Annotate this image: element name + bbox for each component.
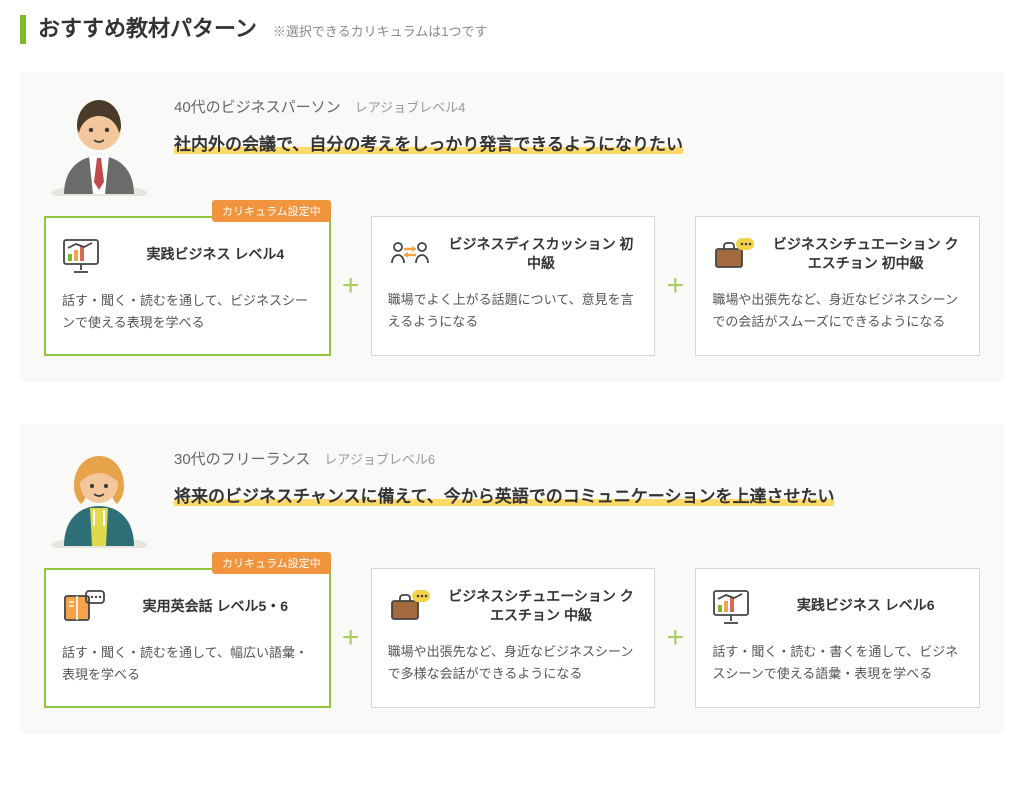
plus-separator: + xyxy=(655,216,695,356)
card-title: ビジネスシチュエーション クエスチョン 中級 xyxy=(444,587,639,625)
card-desc: 職場や出張先など、身近なビジネスシーンでの会話がスムーズにできるようになる xyxy=(712,289,963,333)
briefcase-bubble-icon xyxy=(712,235,756,273)
persona-label-row: 30代のフリーランス レアジョブレベル6 xyxy=(174,448,980,469)
persona-texts: 40代のビジネスパーソン レアジョブレベル4 社内外の会議で、自分の考えをしっか… xyxy=(174,92,980,160)
card-desc: 話す・聞く・読むを通して、幅広い語彙・表現を学べる xyxy=(62,642,313,686)
course-card[interactable]: ビジネスシチュエーション クエスチョン 初中級 職場や出張先など、身近なビジネス… xyxy=(695,216,980,356)
selected-badge: カリキュラム設定中 xyxy=(212,552,331,574)
course-card[interactable]: ビジネスシチュエーション クエスチョン 中級 職場や出張先など、身近なビジネスシ… xyxy=(371,568,656,708)
freelancer-icon xyxy=(44,438,154,548)
businessman-icon xyxy=(44,86,154,196)
course-card[interactable]: 実践ビジネス レベル6 話す・聞く・読む・書くを通して、ビジネスシーンで使える語… xyxy=(695,568,980,708)
card-title: 実用英会話 レベル5・6 xyxy=(118,597,313,616)
persona-goal: 社内外の会議で、自分の考えをしっかり発言できるようになりたい xyxy=(174,135,683,154)
selected-badge: カリキュラム設定中 xyxy=(212,200,331,222)
persona-label-row: 40代のビジネスパーソン レアジョブレベル4 xyxy=(174,96,980,117)
page-title-note: ※選択できるカリキュラムは1つです xyxy=(273,21,488,40)
card-head: ビジネスシチュエーション クエスチョン 中級 xyxy=(388,583,639,629)
card-title: ビジネスシチュエーション クエスチョン 初中級 xyxy=(768,235,963,273)
plus-separator: + xyxy=(331,216,371,356)
persona-level: レアジョブレベル4 xyxy=(355,97,466,116)
card-desc: 話す・聞く・読むを通して、ビジネスシーンで使える表現を学べる xyxy=(62,290,313,334)
card-head: 実践ビジネス レベル4 xyxy=(62,232,313,278)
plus-separator: + xyxy=(331,568,371,708)
page-title-row: おすすめ教材パターン ※選択できるカリキュラムは1つです xyxy=(20,15,1004,44)
cards-row: カリキュラム設定中 実用英会話 レベル5・6 話す・聞く・読むを通して、幅広い語… xyxy=(44,568,980,708)
plus-icon: + xyxy=(342,623,360,653)
persona-type: 30代のフリーランス xyxy=(174,448,310,469)
two-people-talk-icon xyxy=(388,235,432,273)
chart-presentation-icon xyxy=(712,587,756,625)
pattern-block-2: 30代のフリーランス レアジョブレベル6 将来のビジネスチャンスに備えて、今から… xyxy=(20,424,1004,734)
card-desc: 職場や出張先など、身近なビジネスシーンで多様な会話ができるようになる xyxy=(388,641,639,685)
avatar-freelancer xyxy=(44,438,154,548)
plus-icon: + xyxy=(667,271,685,301)
persona-goal: 将来のビジネスチャンスに備えて、今から英語でのコミュニケーションを上達させたい xyxy=(174,487,834,506)
card-title: 実践ビジネス レベル6 xyxy=(768,596,963,615)
briefcase-bubble-icon xyxy=(388,587,432,625)
card-head: 実用英会話 レベル5・6 xyxy=(62,584,313,630)
cards-row: カリキュラム設定中 実践ビジネス レベル4 話す・聞く・読むを通して、ビジネスシ… xyxy=(44,216,980,356)
card-title: 実践ビジネス レベル4 xyxy=(118,245,313,264)
card-head: ビジネスディスカッション 初中級 xyxy=(388,231,639,277)
persona-type: 40代のビジネスパーソン xyxy=(174,96,341,117)
page-title: おすすめ教材パターン xyxy=(20,15,257,44)
course-card[interactable]: カリキュラム設定中 実用英会話 レベル5・6 話す・聞く・読むを通して、幅広い語… xyxy=(44,568,331,708)
card-title: ビジネスディスカッション 初中級 xyxy=(444,235,639,273)
book-bubble-icon xyxy=(62,588,106,626)
course-card[interactable]: ビジネスディスカッション 初中級 職場でよく上がる話題について、意見を言えるよう… xyxy=(371,216,656,356)
plus-icon: + xyxy=(342,271,360,301)
chart-presentation-icon xyxy=(62,236,106,274)
course-card[interactable]: カリキュラム設定中 実践ビジネス レベル4 話す・聞く・読むを通して、ビジネスシ… xyxy=(44,216,331,356)
avatar-businessman xyxy=(44,86,154,196)
persona-header: 40代のビジネスパーソン レアジョブレベル4 社内外の会議で、自分の考えをしっか… xyxy=(44,92,980,196)
persona-texts: 30代のフリーランス レアジョブレベル6 将来のビジネスチャンスに備えて、今から… xyxy=(174,444,980,512)
persona-level: レアジョブレベル6 xyxy=(324,449,435,468)
persona-header: 30代のフリーランス レアジョブレベル6 将来のビジネスチャンスに備えて、今から… xyxy=(44,444,980,548)
pattern-block-1: 40代のビジネスパーソン レアジョブレベル4 社内外の会議で、自分の考えをしっか… xyxy=(20,72,1004,382)
card-desc: 話す・聞く・読む・書くを通して、ビジネスシーンで使える語彙・表現を学べる xyxy=(712,641,963,685)
plus-icon: + xyxy=(667,623,685,653)
card-head: 実践ビジネス レベル6 xyxy=(712,583,963,629)
plus-separator: + xyxy=(655,568,695,708)
card-desc: 職場でよく上がる話題について、意見を言えるようになる xyxy=(388,289,639,333)
card-head: ビジネスシチュエーション クエスチョン 初中級 xyxy=(712,231,963,277)
